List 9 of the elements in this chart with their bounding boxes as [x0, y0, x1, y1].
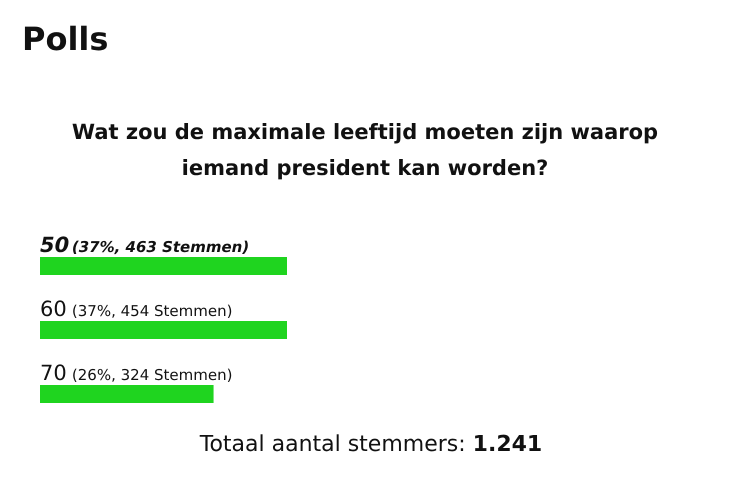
data-label: (26%, 324 Stemmen): [72, 366, 232, 384]
y-tick-label: 60: [40, 297, 67, 321]
data-label: (37%, 463 Stemmen): [72, 238, 250, 256]
data-label: (37%, 454 Stemmen): [72, 302, 232, 320]
text: Totaal aantal stemmers: 1.241: [198, 432, 544, 457]
y-tick-label: 50: [40, 233, 70, 257]
text: Wat zou de maximale leeftijd moeten zijn waarop iemand president kan worden?: [70, 119, 660, 182]
chart-title: Polls: [22, 20, 108, 58]
y-tick-label: 70: [40, 361, 67, 385]
